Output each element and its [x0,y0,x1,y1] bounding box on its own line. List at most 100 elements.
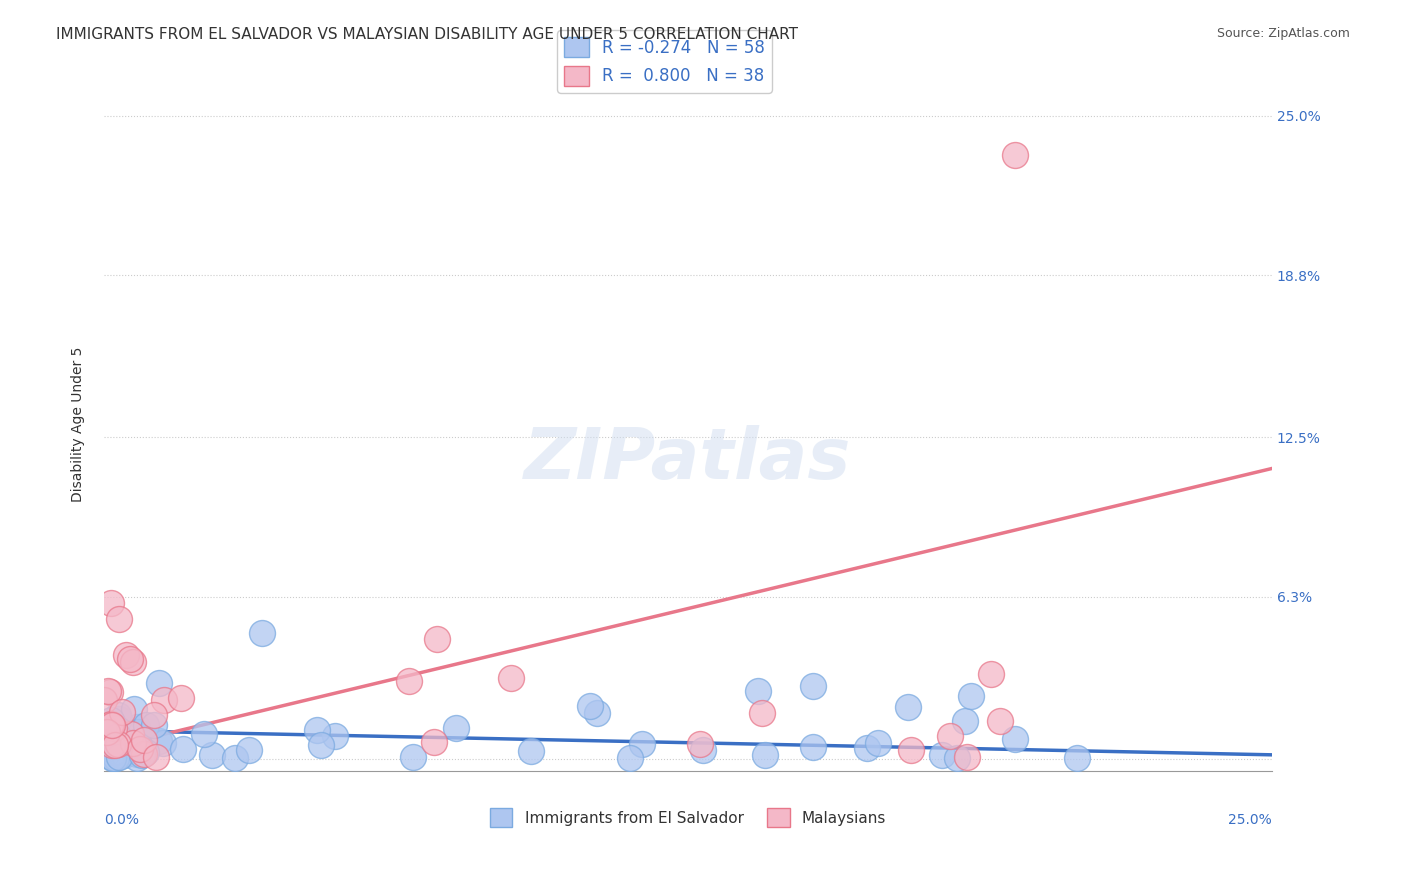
Point [1066,750,1088,764]
Point [101,751,124,765]
Point [93,692,115,706]
Point [110,747,132,762]
Point [107,729,129,743]
Text: Source: ZipAtlas.com: Source: ZipAtlas.com [1216,27,1350,40]
Point [402,749,425,764]
Point [945,751,967,765]
Point [398,673,420,688]
Point [751,706,773,720]
Point [201,747,224,762]
Point [104,745,127,759]
Point [129,742,152,756]
Point [100,718,122,732]
Point [980,666,1002,681]
Point [135,717,157,731]
Point [145,750,167,764]
Point [98,718,121,732]
Point [323,729,346,743]
Point [107,612,129,626]
Point [103,721,125,735]
Text: 0.0%: 0.0% [104,813,139,827]
Point [931,747,953,762]
Point [100,713,122,727]
Y-axis label: Disability Age Under 5: Disability Age Under 5 [72,347,86,502]
Point [900,743,922,757]
Point [801,679,824,693]
Point [107,708,129,723]
Point [170,690,193,705]
Point [101,751,124,765]
Point [1004,732,1026,747]
Point [897,699,920,714]
Point [143,717,166,731]
Point [107,712,129,726]
Point [307,723,329,737]
Point [132,732,155,747]
Point [586,706,609,720]
Point [499,671,522,685]
Point [120,727,142,741]
Point [104,738,127,752]
Point [193,727,215,741]
Point [114,747,136,762]
Point [125,751,148,765]
Point [114,648,136,662]
Point [423,735,446,749]
Point [953,714,976,728]
Point [100,716,122,731]
Point [93,720,115,734]
Point [866,736,889,750]
Point [142,708,165,723]
Point [153,693,176,707]
Point [111,706,134,720]
Point [172,742,194,756]
Text: IMMIGRANTS FROM EL SALVADOR VS MALAYSIAN DISABILITY AGE UNDER 5 CORRELATION CHAR: IMMIGRANTS FROM EL SALVADOR VS MALAYSIAN… [56,27,799,42]
Point [148,734,170,748]
Point [692,743,714,757]
Point [122,655,145,669]
Point [990,714,1012,729]
Point [579,698,602,713]
Point [94,735,117,749]
Point [100,685,122,699]
Point [128,739,150,754]
Point [97,684,120,698]
Point [1004,147,1026,161]
Point [124,702,146,716]
Point [309,738,332,752]
Point [125,720,148,734]
Point [801,739,824,754]
Point [107,737,129,751]
Point [856,741,879,756]
Point [444,721,467,735]
Point [121,736,143,750]
Point [956,750,979,764]
Point [224,751,246,765]
Point [134,747,156,761]
Point [250,625,273,640]
Legend: Immigrants from El Salvador, Malaysians: Immigrants from El Salvador, Malaysians [484,802,893,833]
Point [754,748,776,763]
Point [938,729,960,743]
Text: 25.0%: 25.0% [1227,813,1271,827]
Point [110,747,132,762]
Point [118,652,141,666]
Point [152,736,174,750]
Point [125,747,148,761]
Point [619,751,641,765]
Point [101,719,124,733]
Point [100,596,122,610]
Point [127,725,149,739]
Point [96,746,118,760]
Point [148,675,170,690]
Point [131,748,153,763]
Point [101,738,124,752]
Point [238,743,260,757]
Point [104,750,127,764]
Text: ZIPatlas: ZIPatlas [524,425,852,493]
Point [631,737,654,751]
Point [426,632,449,646]
Point [747,684,769,698]
Point [135,745,157,759]
Point [520,744,543,758]
